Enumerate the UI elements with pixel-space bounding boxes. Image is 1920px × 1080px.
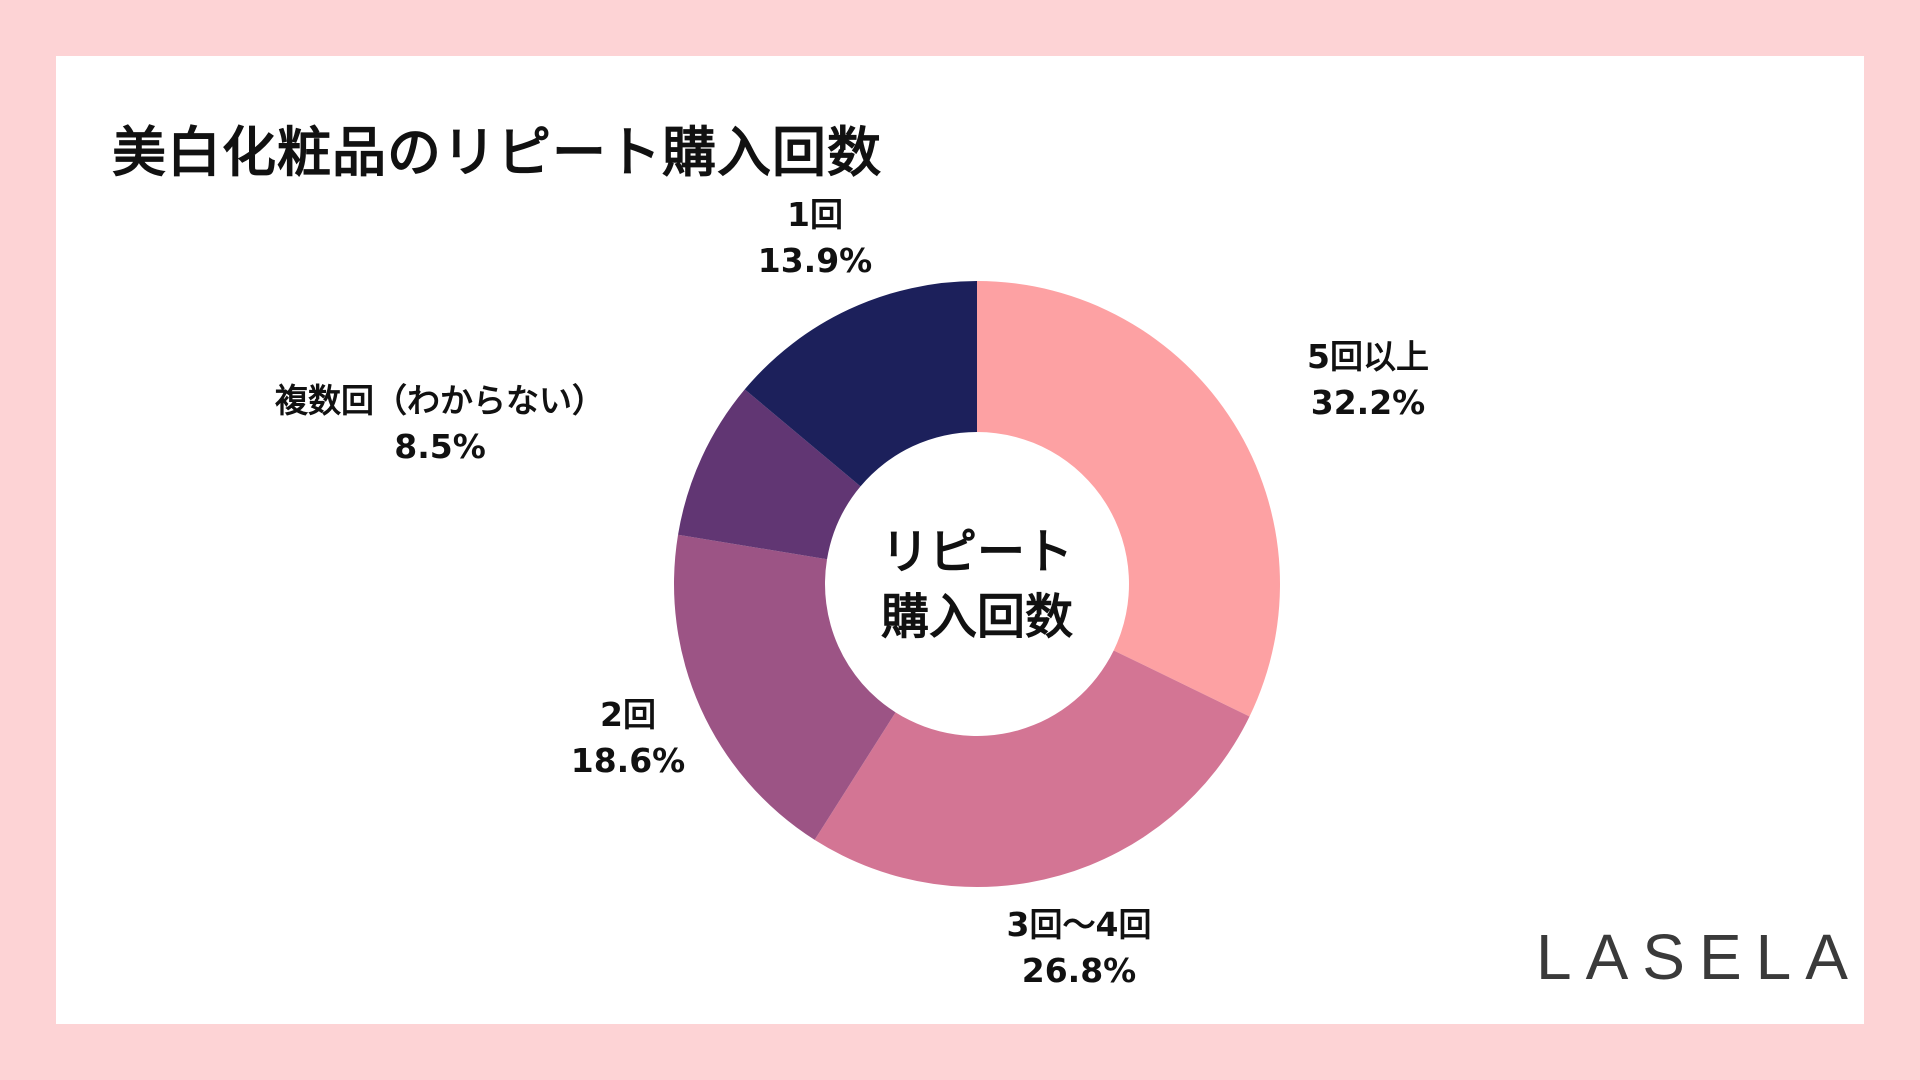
slice-label-value: 18.6% [570, 741, 686, 781]
slice-label-value: 32.2% [1310, 383, 1426, 423]
center-label-line-2: 購入回数 [880, 588, 1074, 645]
lasela-logo: LASELA [1536, 921, 1862, 993]
donut-slice-4 [744, 281, 977, 487]
slice-label-name: 5回以上 [1307, 337, 1429, 376]
slice-label-value: 26.8% [1021, 951, 1137, 991]
donut-slice-0 [977, 281, 1280, 717]
slice-label-name: 複数回（わからない） [275, 381, 605, 420]
donut-slice-2 [674, 534, 896, 840]
slice-label-value: 8.5% [394, 427, 486, 467]
slice-label-5-or-more: 5回以上 32.2% [1307, 334, 1429, 426]
chart-title: 美白化粧品のリピート購入回数 [112, 121, 882, 184]
slice-label-multiple-unknown: 複数回（わからない） 8.5% [275, 378, 605, 470]
center-label-line-1: リピート [880, 524, 1074, 580]
slice-label-name: 3回〜4回 [1006, 905, 1152, 944]
slice-label-1: 1回 13.9% [758, 192, 873, 284]
donut-slice-3 [678, 389, 861, 560]
slice-label-3-to-4: 3回〜4回 26.8% [1007, 902, 1152, 994]
slice-label-name: 1回 [787, 195, 843, 234]
slice-label-value: 13.9% [757, 241, 873, 281]
donut-slice-1 [814, 650, 1250, 888]
slice-label-name: 2回 [600, 695, 656, 734]
slice-label-2: 2回 18.6% [571, 692, 686, 784]
center-label: リピート 購入回数 [881, 520, 1073, 650]
